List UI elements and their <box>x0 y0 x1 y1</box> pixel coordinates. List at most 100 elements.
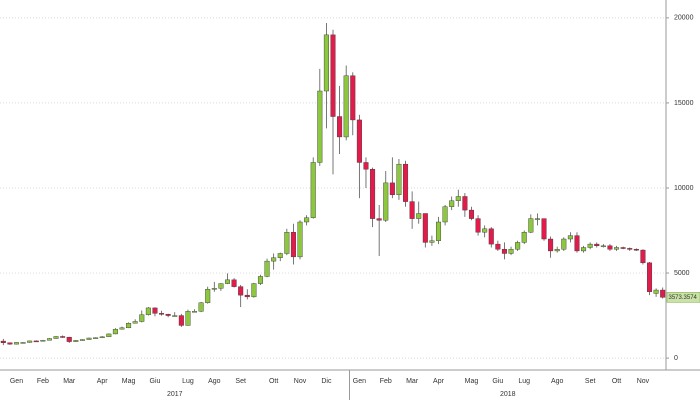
candle-body <box>66 336 72 342</box>
x-tick-label: Giu <box>492 378 503 385</box>
candle-body <box>198 302 204 312</box>
x-tick-label: Mag <box>465 378 479 385</box>
candle-body <box>600 245 606 248</box>
year-label: 2017 <box>167 391 183 398</box>
y-tick-label: 20000 <box>674 15 694 22</box>
x-tick-label: Set <box>235 378 246 385</box>
x-tick-label: Mar <box>406 378 419 385</box>
candle-body <box>581 247 587 252</box>
candle-body <box>304 217 310 223</box>
candle-body <box>422 213 428 243</box>
candle-body <box>264 260 270 277</box>
candle-body <box>178 315 184 326</box>
candle-body <box>13 342 19 345</box>
candle-body <box>112 328 118 335</box>
candle-body <box>145 307 151 315</box>
candle-body <box>119 327 125 330</box>
candle-body <box>290 232 296 258</box>
candle-body <box>46 338 52 341</box>
candle-body <box>403 163 409 202</box>
x-tick-label: Feb <box>37 378 49 385</box>
candle-body <box>660 289 666 298</box>
candle-body <box>627 248 633 250</box>
candle-body <box>297 221 303 258</box>
candle-body <box>277 253 283 258</box>
candle-body <box>435 221 442 241</box>
candle-body <box>363 162 369 170</box>
candle-body <box>653 289 659 294</box>
candle-body <box>429 240 435 243</box>
candle-body <box>99 336 105 339</box>
candle-body <box>495 243 501 250</box>
x-tick-label: Set <box>585 378 596 385</box>
candle-body <box>79 339 85 341</box>
candle-body <box>132 321 138 324</box>
candle-body <box>0 340 6 343</box>
candle-body <box>317 90 323 163</box>
candle-body <box>27 340 33 343</box>
candle-body <box>86 337 92 340</box>
candle-body <box>271 257 277 262</box>
candle-body <box>370 169 376 219</box>
candle-body <box>594 243 600 247</box>
candle-body <box>541 218 547 240</box>
x-tick-label: Ago <box>551 378 564 385</box>
x-tick-label: Nov <box>294 378 307 385</box>
candle-body <box>376 218 382 221</box>
x-tick-label: Mag <box>122 378 136 385</box>
candle-body <box>442 206 448 223</box>
x-tick-label: Gen <box>353 378 366 385</box>
candle-body <box>416 213 422 219</box>
y-tick-label: 0 <box>674 355 678 362</box>
candle-body <box>508 249 514 254</box>
candle-body <box>521 232 527 243</box>
candle-body <box>211 288 217 290</box>
candle-body <box>409 201 415 219</box>
candle-body <box>257 276 263 284</box>
candle-body <box>172 315 178 317</box>
last-price-label: 3573.3574 <box>669 295 698 301</box>
candle-body <box>20 342 26 344</box>
candle-body <box>192 311 198 313</box>
candle-body <box>165 314 171 316</box>
candle-body <box>323 34 329 92</box>
candle-body <box>139 314 145 322</box>
candle-body <box>205 288 211 304</box>
candle-body <box>482 228 488 233</box>
candle-body <box>554 249 560 252</box>
candle-body <box>33 340 39 343</box>
candle-body <box>561 238 567 250</box>
candle-body <box>350 75 356 121</box>
candle-body <box>224 279 231 284</box>
candle-body <box>40 340 46 342</box>
candle-body <box>251 283 257 298</box>
year-label: 2018 <box>500 391 516 398</box>
y-tick-label: 5000 <box>674 270 690 277</box>
x-tick-label: Feb <box>380 378 392 385</box>
candle-body <box>587 243 593 248</box>
candle-body <box>330 34 336 117</box>
candle-body <box>343 75 349 138</box>
candle-body <box>284 232 290 254</box>
candle-body <box>528 218 534 233</box>
x-tick-label: Dic <box>321 378 332 385</box>
candle-body <box>534 218 540 220</box>
candle-body <box>515 242 521 250</box>
candle-body <box>126 323 132 329</box>
last-price-box <box>666 292 700 303</box>
candle-body <box>548 238 554 252</box>
x-tick-label: Apr <box>97 378 109 385</box>
candle-body <box>356 119 362 163</box>
candle-body <box>185 311 191 326</box>
y-tick-label: 15000 <box>674 100 694 107</box>
candle-body <box>501 249 507 254</box>
candle-body <box>60 336 66 338</box>
candle-body <box>396 163 402 195</box>
candle-body <box>244 294 250 298</box>
y-tick-label: 10000 <box>674 185 694 192</box>
x-tick-label: Giu <box>150 378 161 385</box>
candle-body <box>640 249 646 264</box>
candle-body <box>567 235 573 240</box>
candle-body <box>389 182 395 195</box>
